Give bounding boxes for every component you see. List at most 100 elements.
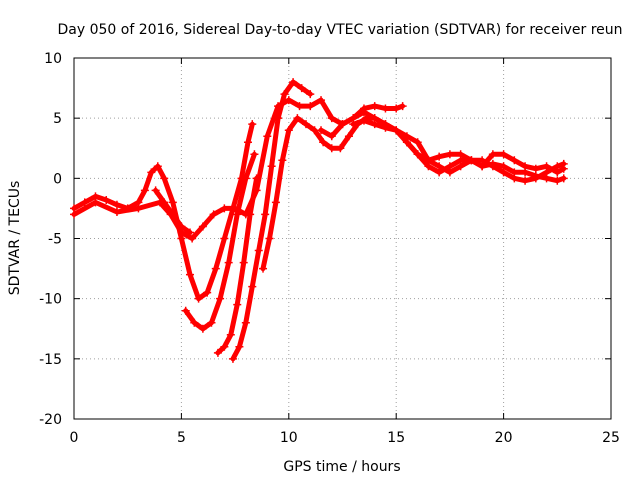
- x-tick-label: 15: [387, 430, 405, 446]
- data-point: [91, 198, 100, 207]
- data-point: [233, 210, 242, 219]
- data-point: [112, 208, 121, 217]
- data-point: [147, 168, 156, 177]
- data-point: [226, 330, 235, 339]
- data-point: [207, 318, 216, 327]
- data-point: [263, 132, 272, 141]
- data-point: [553, 162, 562, 171]
- data-point: [435, 152, 444, 161]
- data-point: [301, 120, 310, 129]
- y-axis-label: SDTVAR / TECUs: [7, 181, 23, 296]
- data-point: [317, 96, 326, 105]
- data-point: [243, 138, 252, 147]
- data-point: [559, 174, 568, 183]
- data-point: [250, 150, 259, 159]
- data-point: [140, 186, 149, 195]
- data-point: [185, 228, 194, 237]
- data-point: [246, 210, 255, 219]
- series-track-1: [71, 121, 255, 302]
- data-point: [271, 198, 280, 207]
- data-point: [252, 174, 261, 183]
- data-point: [293, 114, 302, 123]
- data-point: [248, 120, 257, 129]
- data-point: [398, 102, 407, 111]
- data-point: [381, 123, 390, 132]
- data-point: [424, 156, 433, 165]
- data-point: [456, 150, 465, 159]
- data-point: [228, 354, 237, 363]
- data-point: [278, 156, 287, 165]
- data-point: [185, 270, 194, 279]
- data-point: [531, 174, 540, 183]
- data-point: [259, 264, 268, 273]
- data-point: [241, 174, 250, 183]
- data-point: [188, 234, 197, 243]
- data-point: [344, 132, 353, 141]
- data-point: [327, 144, 336, 153]
- x-axis-label: GPS time / hours: [283, 459, 400, 475]
- series-track-5: [230, 79, 313, 362]
- x-tick-label: 10: [280, 430, 298, 446]
- data-point: [220, 234, 229, 243]
- data-point: [381, 104, 390, 113]
- data-point: [254, 246, 263, 255]
- data-point: [327, 114, 336, 123]
- x-tick-label: 20: [495, 430, 513, 446]
- data-point: [284, 126, 293, 135]
- data-point: [280, 90, 289, 99]
- y-tick-label: -5: [48, 232, 62, 248]
- data-point: [284, 96, 293, 105]
- data-point: [467, 156, 476, 165]
- data-point: [499, 168, 508, 177]
- chart-title: Day 050 of 2016, Sidereal Day-to-day VTE…: [57, 22, 622, 38]
- data-point: [413, 150, 422, 159]
- data-point: [521, 176, 530, 185]
- data-point: [349, 120, 358, 129]
- data-point: [220, 342, 229, 351]
- data-point: [435, 162, 444, 171]
- data-point: [194, 294, 203, 303]
- data-point: [510, 156, 519, 165]
- axis-ticks: [73, 57, 612, 420]
- data-point: [338, 120, 347, 129]
- data-point: [542, 168, 551, 177]
- data-point: [190, 318, 199, 327]
- data-point: [261, 210, 270, 219]
- data-point: [211, 264, 220, 273]
- data-point: [319, 138, 328, 147]
- data-point: [392, 104, 401, 113]
- y-tick-label: 5: [53, 111, 62, 127]
- data-point: [267, 162, 276, 171]
- data-point: [220, 204, 229, 213]
- data-point: [224, 258, 233, 267]
- data-point: [402, 132, 411, 141]
- data-point: [488, 150, 497, 159]
- data-point: [153, 162, 162, 171]
- data-point: [359, 116, 368, 125]
- y-tick-label: -15: [39, 352, 62, 368]
- data-point: [203, 288, 212, 297]
- data-point: [80, 198, 89, 207]
- y-tick-label: -10: [39, 292, 62, 308]
- data-point: [317, 126, 326, 135]
- data-point: [413, 138, 422, 147]
- data-point: [445, 168, 454, 177]
- data-point: [306, 102, 315, 111]
- data-point: [168, 198, 177, 207]
- data-point: [306, 90, 315, 99]
- data-point: [209, 210, 218, 219]
- series-group: [70, 78, 568, 363]
- data-point: [359, 108, 368, 117]
- data-point: [241, 318, 250, 327]
- y-tick-label: -20: [39, 412, 62, 428]
- data-point: [531, 164, 540, 173]
- data-point: [510, 174, 519, 183]
- data-point: [553, 176, 562, 185]
- data-point: [233, 300, 242, 309]
- data-point: [327, 132, 336, 141]
- data-point: [445, 150, 454, 159]
- data-point: [102, 195, 111, 204]
- data-point: [370, 120, 379, 129]
- data-point: [216, 294, 225, 303]
